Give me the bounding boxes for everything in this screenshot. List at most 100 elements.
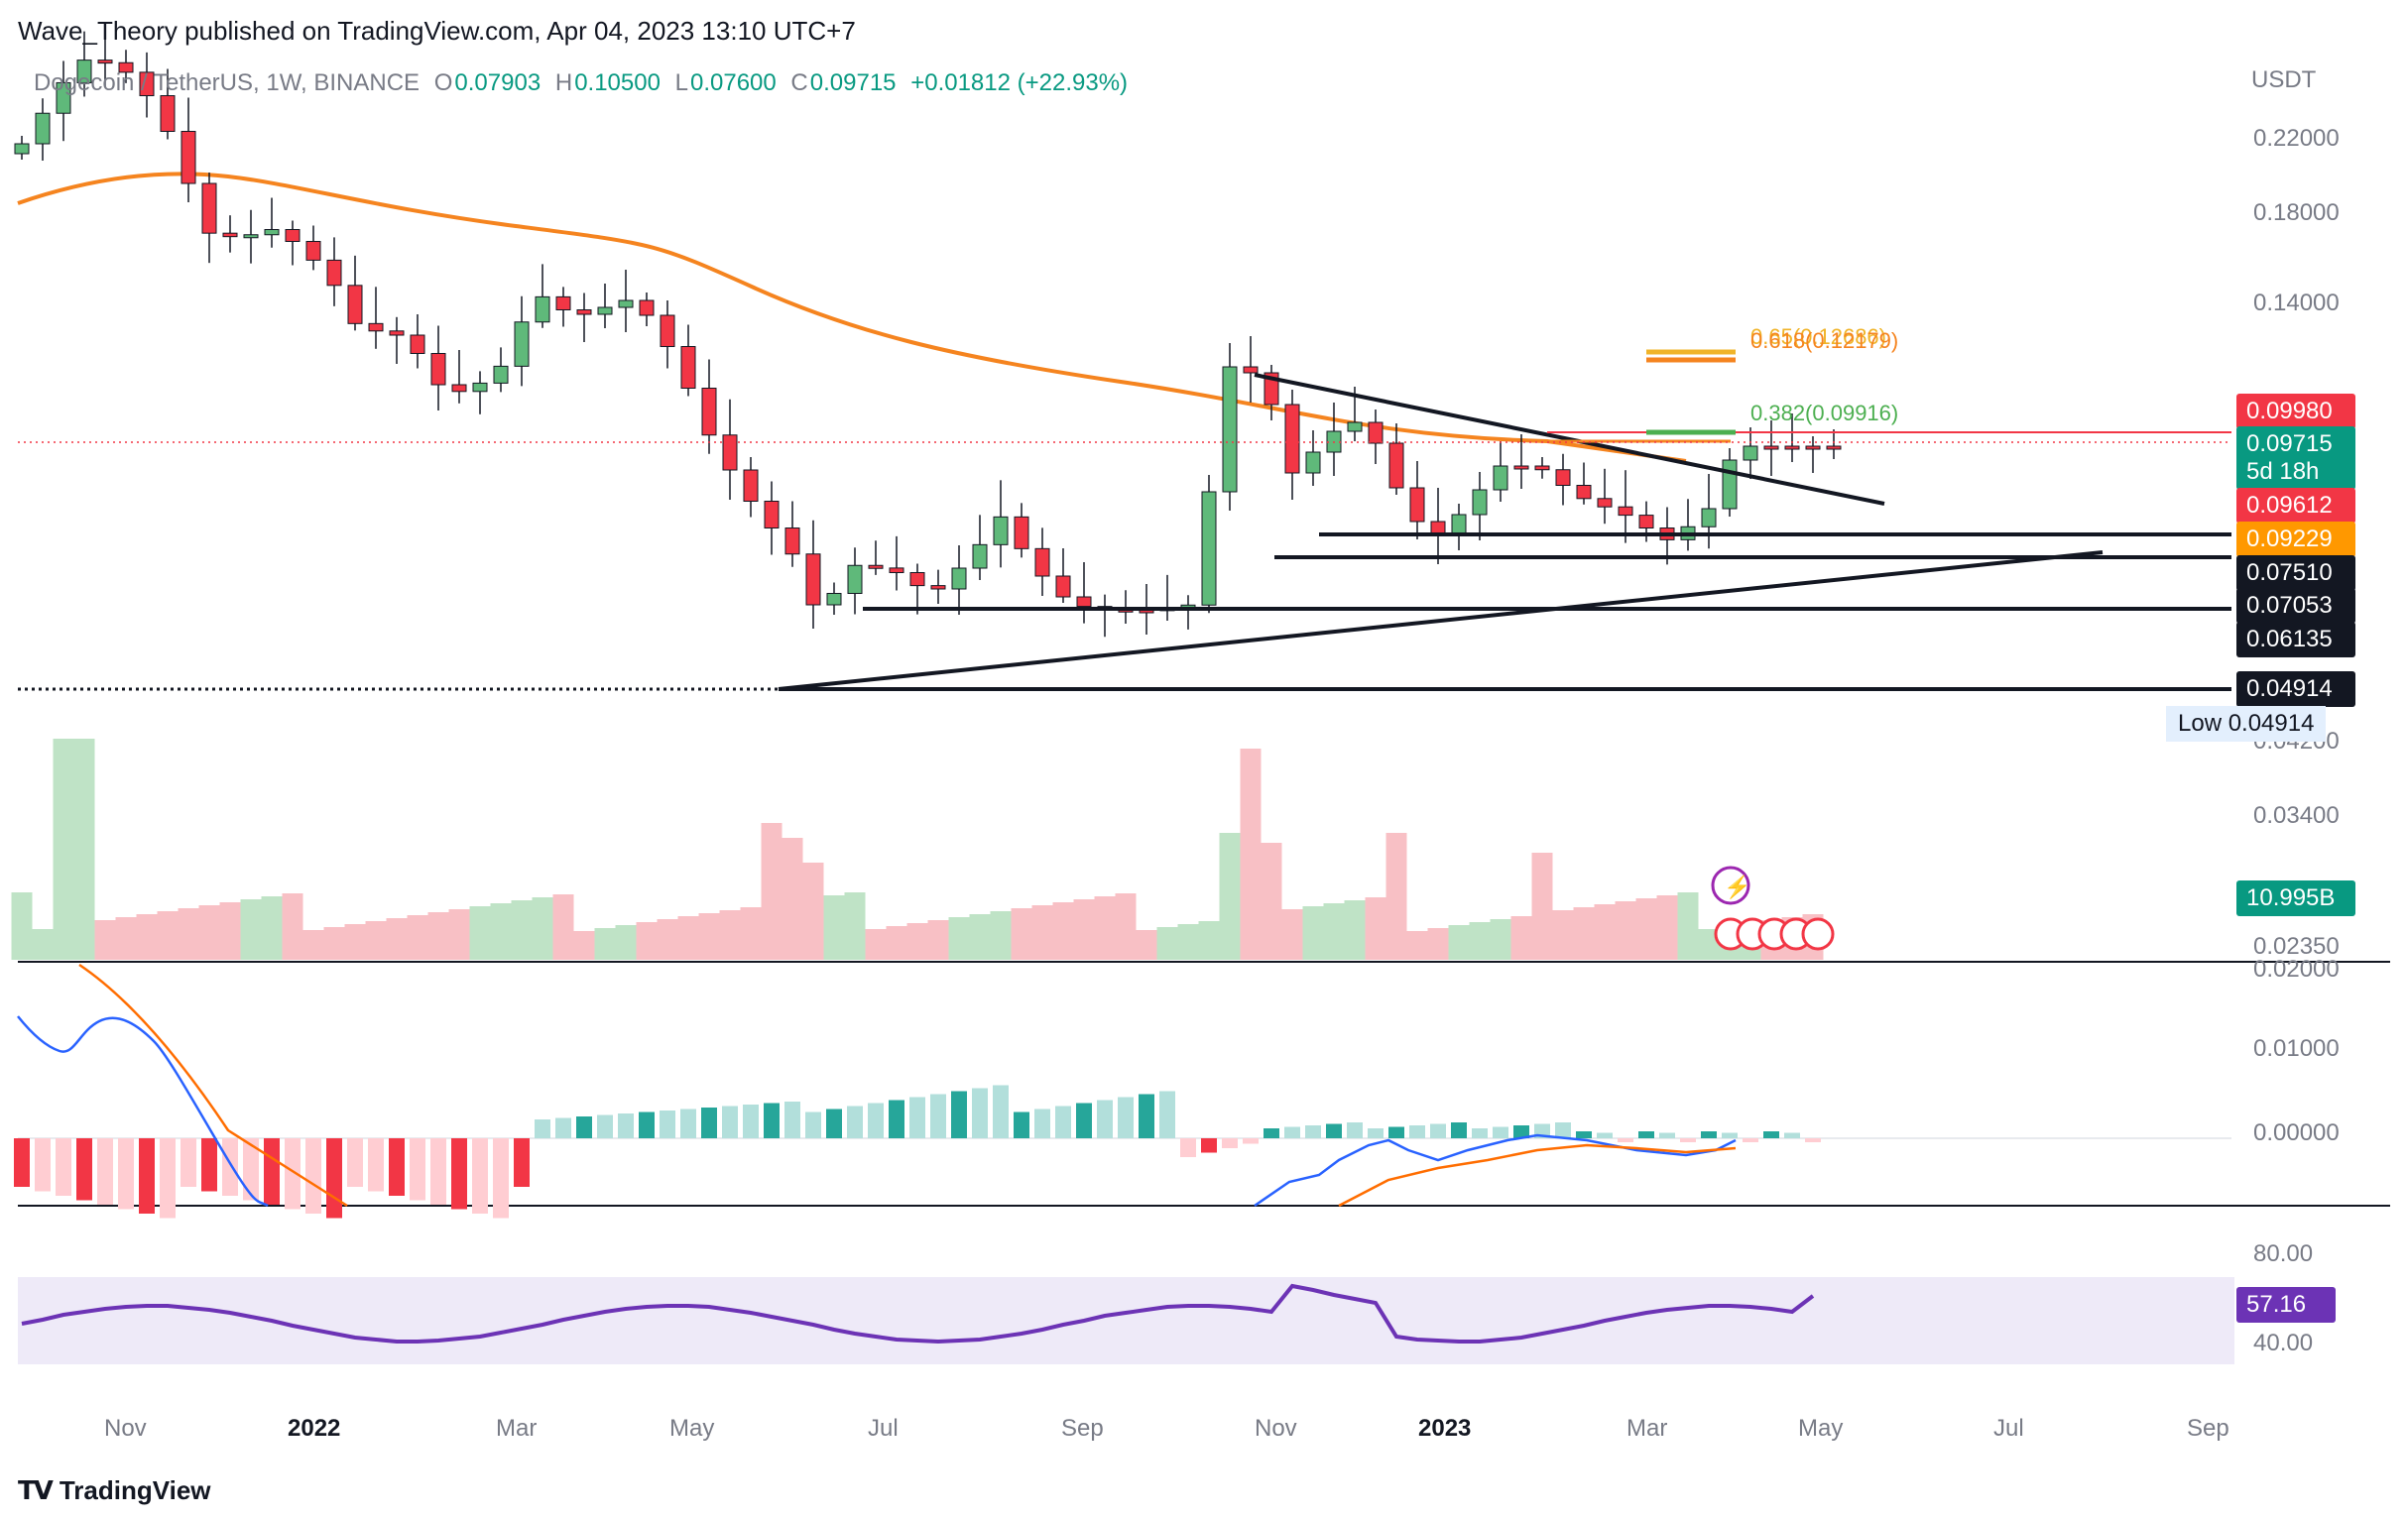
signal-line [78, 963, 348, 1208]
candle-down [1618, 506, 1633, 517]
time-axis[interactable]: Nov 2022 Mar May Jul Sep Nov 2023 Mar May Jul Sep [104, 1415, 2229, 1442]
candle-down [118, 61, 134, 73]
bar-countdown: 5d 18h [2246, 458, 2320, 485]
macd-histogram-bar [764, 1103, 780, 1138]
volume-bar [1365, 897, 1386, 960]
macd-histogram-bar [1368, 1128, 1384, 1138]
macd-histogram-bar [535, 1119, 550, 1138]
macd-histogram-bar [139, 1138, 155, 1214]
volume-bar [1573, 907, 1595, 960]
volume-bar [365, 921, 387, 960]
us-flag-icon[interactable] [1801, 917, 1835, 951]
candle-down [909, 572, 925, 587]
volume-bar [906, 923, 928, 960]
price-tag-red: 0.09612 [2236, 488, 2355, 524]
macd-histogram-bar [1076, 1103, 1092, 1138]
volume-bar [490, 903, 512, 960]
volume-bar [802, 863, 824, 960]
candle-down [1055, 575, 1071, 598]
volume-bar [1219, 833, 1241, 960]
volume-bar [178, 908, 199, 960]
macd-histogram-bar [493, 1138, 509, 1219]
volume-bar [1427, 928, 1449, 960]
macd-histogram-bar [1034, 1109, 1050, 1138]
volume-bar [1677, 892, 1699, 960]
candle-up [597, 306, 613, 315]
macd-histogram-bar [889, 1100, 904, 1138]
candle-up [1347, 421, 1363, 432]
rsi-line [21, 1283, 1815, 1345]
candle-down [326, 259, 342, 287]
macd-histogram-bar [1222, 1138, 1238, 1148]
candle-up [14, 143, 30, 155]
candle-up [493, 365, 509, 384]
candle-up [1493, 465, 1508, 491]
macd-histogram-bar [1097, 1100, 1113, 1138]
macd-histogram-bar [1326, 1123, 1342, 1138]
volume-bar [1115, 893, 1137, 960]
macd-histogram [14, 1085, 1821, 1219]
volume-bar [323, 927, 345, 960]
candle-down [889, 567, 904, 573]
volume-bar [448, 909, 470, 960]
candle-down [722, 434, 738, 471]
lightning-icon-glyph: ⚡ [1724, 875, 1750, 900]
open-value: 0.07903 [454, 69, 542, 96]
price-tick: 0.02350 [2253, 933, 2340, 960]
lightning-icon[interactable] [1711, 866, 1750, 905]
macd-histogram-bar [1201, 1138, 1217, 1153]
candles-group [14, 24, 1842, 638]
volume-bar [1656, 895, 1678, 960]
volume-bar [11, 892, 33, 960]
price-tick: 0.14000 [2253, 290, 2340, 316]
candle-down [868, 564, 884, 569]
price-tag-red: 0.09980 [2236, 394, 2355, 429]
volume-bar [1281, 909, 1303, 960]
low-key: L [674, 69, 688, 96]
candle-up [1222, 366, 1238, 493]
macd-histogram-bar [597, 1114, 613, 1138]
macd-histogram-bar [1305, 1125, 1321, 1138]
volume-bar [1594, 904, 1616, 960]
price-tag-orange: 0.09229 [2236, 522, 2355, 557]
macd-histogram-bar [660, 1111, 675, 1138]
volume-bar [552, 894, 574, 960]
volume-bar [865, 929, 887, 960]
candle-up [1701, 508, 1717, 527]
macd-histogram-bar [1264, 1128, 1279, 1138]
price-tag-black: 0.07053 [2236, 588, 2355, 624]
volume-bar [657, 919, 678, 960]
macd-histogram-bar [909, 1097, 925, 1138]
volume-bar [427, 912, 449, 960]
time-tick: Sep [1061, 1415, 1104, 1442]
macd-histogram-bar [576, 1116, 592, 1138]
volume-bar [1344, 900, 1366, 960]
currency-label: USDT [2251, 66, 2317, 93]
volume-bar [1635, 898, 1657, 960]
volume-bar [73, 739, 95, 960]
volume-bar [698, 913, 720, 960]
volume-bar [990, 911, 1012, 960]
macd-histogram-bar [1347, 1122, 1363, 1138]
macd-histogram-bar [1139, 1094, 1154, 1138]
candle-up [1451, 514, 1467, 536]
candle-up [472, 382, 488, 393]
volume-bar [615, 925, 637, 960]
macd-histogram-bar [430, 1138, 446, 1205]
brand-footer[interactable]: 𝗧𝗩 TradingView [18, 1475, 211, 1506]
volume-bar [261, 896, 283, 960]
macd-histogram-bar [1409, 1125, 1425, 1138]
macd-histogram-bar [1701, 1131, 1717, 1138]
volume-bar [677, 916, 699, 960]
flag-icons-group[interactable] [1714, 917, 1835, 951]
candle-down [1826, 445, 1842, 450]
macd-histogram-bar [1555, 1122, 1571, 1138]
macd-histogram-bar [701, 1108, 717, 1138]
time-tick: 2022 [288, 1415, 340, 1442]
candle-up [993, 516, 1009, 545]
macd-histogram-bar [639, 1112, 655, 1138]
chart-area[interactable] [18, 50, 2249, 1448]
volume-bar [386, 918, 408, 960]
macd-histogram-bar [930, 1094, 946, 1138]
